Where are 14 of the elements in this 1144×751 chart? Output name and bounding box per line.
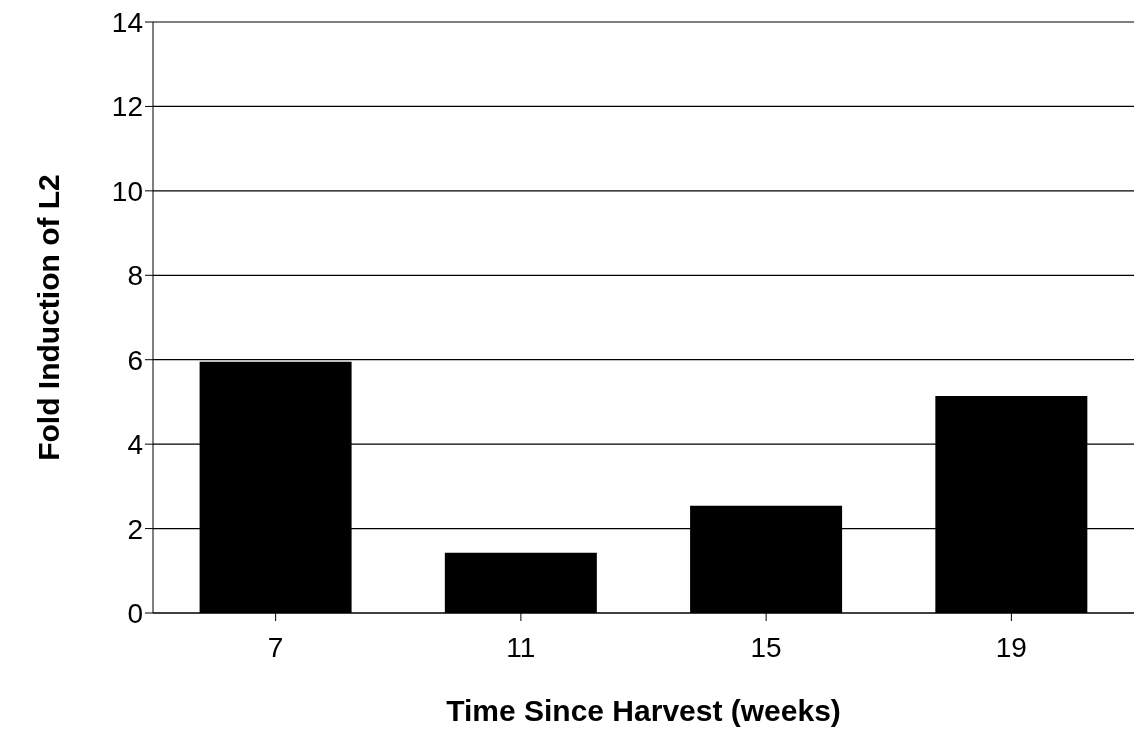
x-tick-label: 11 xyxy=(506,631,536,663)
y-tick-label: 6 xyxy=(127,344,143,376)
y-tick-label: 10 xyxy=(111,175,143,207)
y-tick-label: 2 xyxy=(127,513,143,545)
y-tick-label: 4 xyxy=(127,429,143,461)
x-axis-title: Time Since Harvest (weeks) xyxy=(446,694,841,727)
x-tick-label: 19 xyxy=(995,631,1027,663)
y-tick-label: 0 xyxy=(127,597,143,629)
y-tick-label: 12 xyxy=(111,91,143,123)
y-tick-label: 8 xyxy=(127,260,143,292)
x-tick-label: 7 xyxy=(267,631,284,663)
y-axis-title: Fold Induction of L2 xyxy=(31,174,65,461)
y-tick-label: 14 xyxy=(111,6,143,38)
x-tick-label: 15 xyxy=(750,631,782,663)
